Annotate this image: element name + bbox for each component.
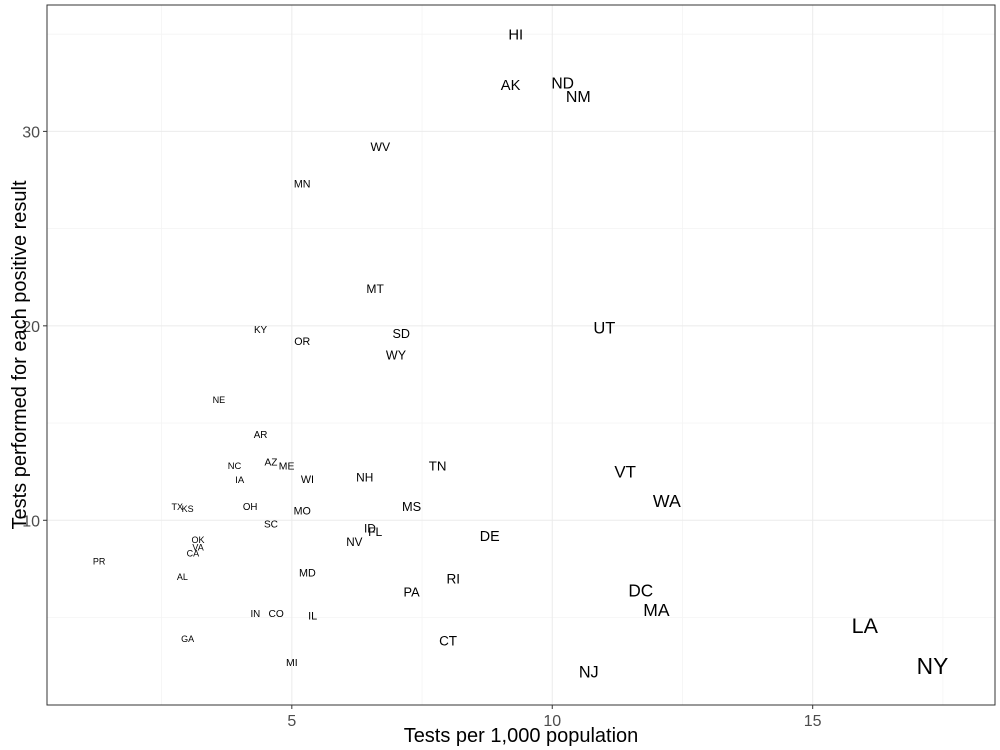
point-label-in: IN [250, 609, 260, 620]
point-label-ny: NY [917, 653, 949, 679]
point-label-ky: KY [254, 325, 268, 336]
plot-panel-border [46, 4, 996, 706]
point-label-pr: PR [93, 556, 106, 566]
point-label-ct: CT [439, 634, 457, 649]
point-label-va: VA [192, 543, 203, 553]
point-label-vt: VT [614, 463, 636, 482]
point-label-me: ME [279, 461, 295, 472]
point-label-az: AZ [265, 457, 278, 468]
point-label-dc: DC [628, 580, 653, 600]
point-label-id: ID [364, 521, 376, 535]
point-label-ar: AR [254, 430, 268, 441]
point-label-ks: KS [182, 504, 194, 514]
point-label-ma: MA [643, 600, 670, 620]
point-label-hi: HI [508, 27, 523, 43]
x-axis-title: Tests per 1,000 population [404, 725, 639, 747]
point-label-wv: WV [371, 140, 392, 154]
point-label-ga: GA [181, 634, 194, 644]
point-label-fl: FL [368, 525, 382, 539]
point-label-la: LA [852, 614, 879, 638]
point-label-or: OR [294, 336, 310, 348]
point-label-sc: SC [264, 520, 278, 531]
point-label-ms: MS [402, 499, 421, 514]
point-label-tx: TX [171, 502, 183, 512]
grid-lines [47, 5, 995, 705]
point-label-co: CO [269, 609, 284, 620]
point-label-ok: OK [192, 535, 205, 545]
point-label-sd: SD [392, 327, 410, 341]
point-label-de: DE [480, 529, 500, 545]
y-tick-label: 10 [22, 513, 40, 530]
point-label-ak: AK [501, 78, 521, 94]
point-label-nd: ND [551, 75, 574, 92]
y-axis-title: Tests performed for each positive result [9, 180, 31, 529]
point-label-mo: MO [294, 505, 311, 517]
point-label-nh: NH [356, 471, 373, 485]
point-label-wi: WI [301, 474, 314, 486]
point-label-nv: NV [346, 536, 362, 549]
point-label-mn: MN [294, 179, 311, 191]
point-label-ne: NE [213, 395, 226, 405]
point-label-tn: TN [429, 458, 447, 473]
axis-ticks: 5 10 15 10 20 30 [22, 124, 821, 730]
point-label-ca: CA [187, 548, 200, 558]
point-label-nc: NC [228, 460, 242, 471]
point-label-il: IL [308, 610, 317, 622]
y-tick-label: 30 [22, 124, 40, 141]
x-tick-label: 15 [804, 713, 822, 730]
point-label-nm: NM [566, 89, 591, 106]
point-label-wa: WA [653, 491, 681, 511]
point-label-nj: NJ [579, 664, 599, 682]
point-label-md: MD [299, 568, 316, 580]
point-label-mi: MI [286, 657, 298, 669]
point-label-oh: OH [243, 502, 258, 513]
point-label-al: AL [177, 572, 188, 582]
x-tick-label: 5 [287, 713, 296, 730]
point-label-wy: WY [386, 348, 407, 362]
point-label-ri: RI [446, 571, 460, 586]
x-tick-label: 10 [543, 713, 561, 730]
point-label-ut: UT [593, 320, 615, 338]
point-label-mt: MT [366, 282, 384, 296]
point-label-pa: PA [404, 585, 421, 600]
point-label-ia: IA [235, 475, 245, 486]
y-tick-label: 20 [22, 319, 40, 336]
